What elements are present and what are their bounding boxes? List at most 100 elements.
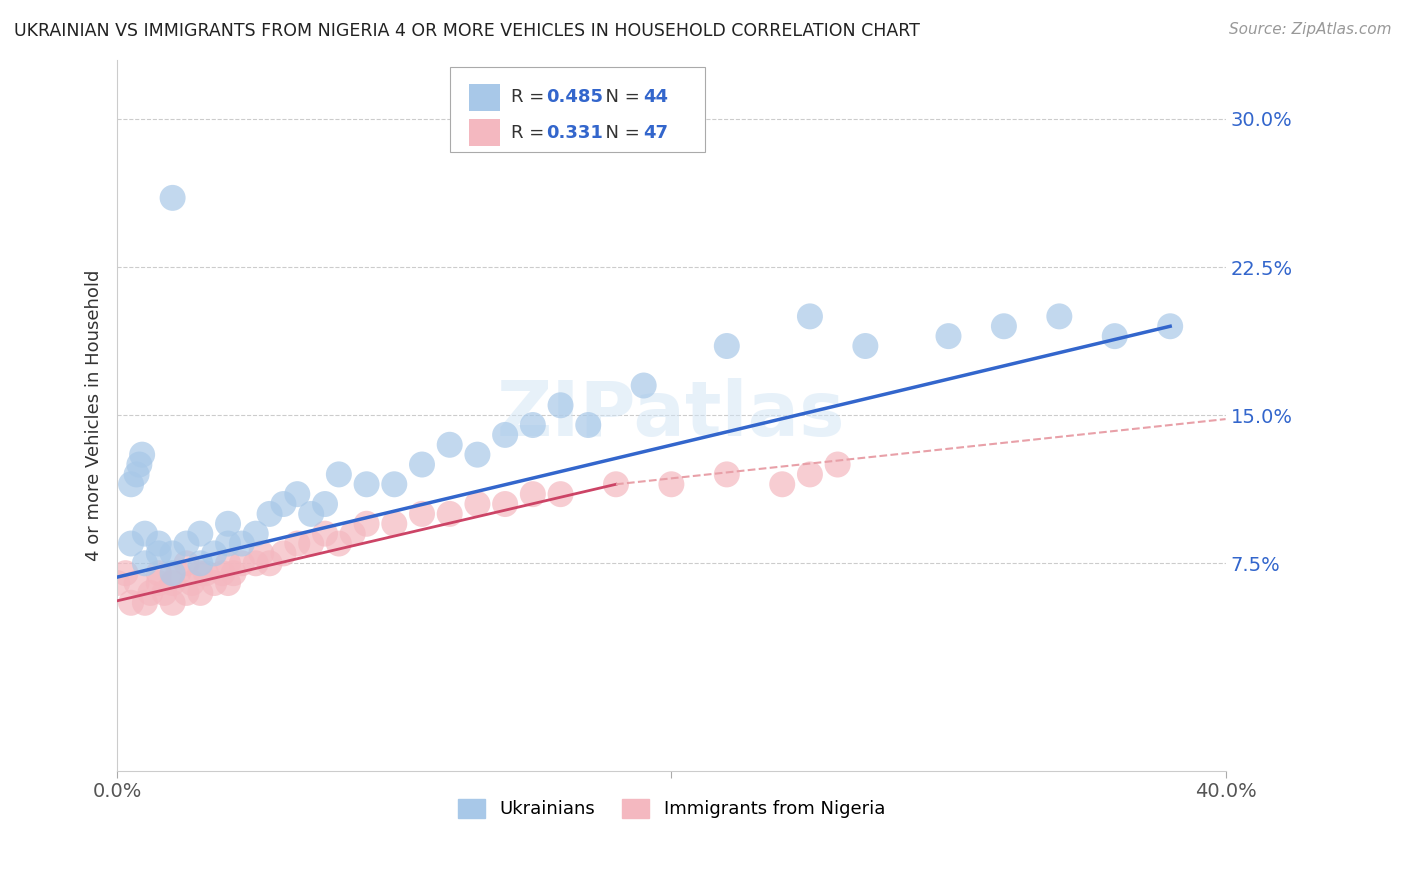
Point: [194, 566, 217, 581]
Point: [162, 191, 184, 205]
Point: [522, 417, 544, 432]
Point: [120, 477, 142, 491]
Point: [202, 546, 225, 560]
Point: [494, 497, 516, 511]
Point: [222, 566, 245, 581]
Text: 47: 47: [644, 124, 669, 142]
Point: [125, 467, 148, 482]
Point: [131, 448, 153, 462]
Point: [299, 536, 322, 550]
Point: [770, 477, 793, 491]
Point: [799, 467, 821, 482]
Point: [148, 576, 170, 591]
Point: [314, 526, 336, 541]
Text: UKRAINIAN VS IMMIGRANTS FROM NIGERIA 4 OR MORE VEHICLES IN HOUSEHOLD CORRELATION: UKRAINIAN VS IMMIGRANTS FROM NIGERIA 4 O…: [14, 22, 920, 40]
Point: [250, 546, 273, 560]
Point: [134, 526, 156, 541]
FancyBboxPatch shape: [468, 84, 499, 111]
Point: [1159, 319, 1181, 334]
Point: [176, 556, 198, 570]
Point: [273, 497, 295, 511]
Point: [633, 378, 655, 392]
Point: [162, 566, 184, 581]
Point: [148, 536, 170, 550]
Point: [245, 556, 267, 570]
Point: [259, 556, 281, 570]
Point: [328, 536, 350, 550]
Point: [299, 507, 322, 521]
Point: [181, 576, 204, 591]
Point: [1047, 310, 1070, 324]
Point: [827, 458, 849, 472]
Point: [128, 458, 150, 472]
Point: [125, 576, 148, 591]
Text: R =: R =: [510, 88, 550, 106]
Point: [202, 576, 225, 591]
Point: [285, 487, 308, 501]
Legend: Ukrainians, Immigrants from Nigeria: Ukrainians, Immigrants from Nigeria: [450, 792, 893, 826]
Point: [522, 487, 544, 501]
Point: [217, 556, 239, 570]
Point: [716, 339, 738, 353]
Point: [176, 586, 198, 600]
Point: [211, 566, 233, 581]
Point: [342, 526, 364, 541]
FancyBboxPatch shape: [468, 120, 499, 146]
Point: [217, 516, 239, 531]
Point: [411, 458, 433, 472]
Point: [162, 596, 184, 610]
Point: [328, 467, 350, 482]
Point: [120, 536, 142, 550]
Point: [134, 556, 156, 570]
Point: [494, 428, 516, 442]
Point: [356, 477, 378, 491]
Point: [356, 516, 378, 531]
Point: [382, 477, 405, 491]
Point: [314, 497, 336, 511]
Point: [105, 576, 128, 591]
Text: N =: N =: [593, 124, 645, 142]
Point: [231, 556, 253, 570]
Text: 44: 44: [644, 88, 669, 106]
Point: [273, 546, 295, 560]
Point: [550, 398, 572, 412]
Point: [162, 546, 184, 560]
Point: [217, 536, 239, 550]
Point: [139, 586, 162, 600]
Point: [382, 516, 405, 531]
Text: R =: R =: [510, 124, 550, 142]
Point: [153, 586, 176, 600]
Point: [134, 596, 156, 610]
Point: [162, 576, 184, 591]
Point: [576, 417, 599, 432]
Point: [799, 310, 821, 324]
Point: [993, 319, 1015, 334]
Point: [188, 526, 211, 541]
Point: [467, 497, 489, 511]
Point: [1104, 329, 1126, 343]
Point: [176, 536, 198, 550]
Point: [167, 566, 190, 581]
Text: 0.331: 0.331: [546, 124, 603, 142]
Point: [439, 438, 461, 452]
Point: [114, 566, 136, 581]
Point: [661, 477, 683, 491]
Text: 0.485: 0.485: [546, 88, 603, 106]
Point: [188, 586, 211, 600]
Point: [716, 467, 738, 482]
Point: [259, 507, 281, 521]
Text: Source: ZipAtlas.com: Source: ZipAtlas.com: [1229, 22, 1392, 37]
Point: [120, 596, 142, 610]
FancyBboxPatch shape: [450, 67, 704, 152]
Point: [245, 526, 267, 541]
Text: N =: N =: [593, 88, 645, 106]
Y-axis label: 4 or more Vehicles in Household: 4 or more Vehicles in Household: [86, 269, 103, 561]
Point: [217, 576, 239, 591]
Point: [467, 448, 489, 462]
Point: [550, 487, 572, 501]
Point: [411, 507, 433, 521]
Point: [148, 566, 170, 581]
Point: [605, 477, 627, 491]
Text: ZIPatlas: ZIPatlas: [498, 378, 845, 452]
Point: [285, 536, 308, 550]
